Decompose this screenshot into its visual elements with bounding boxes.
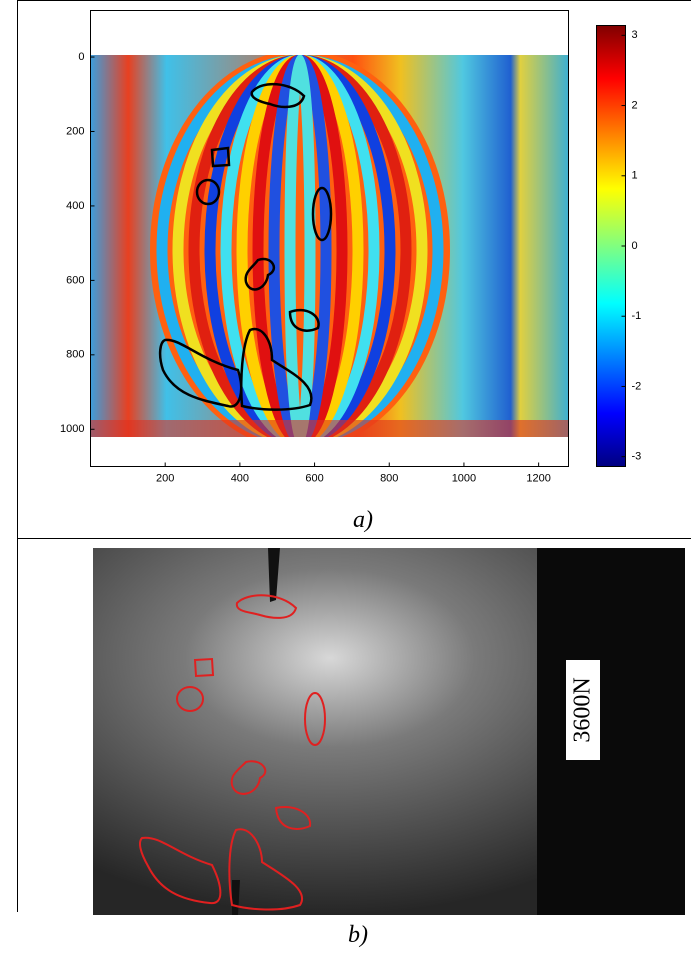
y-tick-label: 400 (66, 200, 84, 212)
colorbar-tick-label: 1 (632, 170, 638, 182)
colorbar-tick-label: 0 (632, 240, 638, 252)
y-tick-label: 600 (66, 274, 84, 286)
colorbar-tick-label: 2 (632, 99, 638, 111)
y-tick-label: 800 (66, 349, 84, 361)
x-tick-label: 800 (380, 472, 398, 484)
load-label: 3600N (566, 660, 600, 760)
x-tick-label: 200 (156, 472, 174, 484)
x-tick-label: 1000 (452, 472, 476, 484)
contours (139, 594, 326, 911)
photo-crack (232, 548, 280, 915)
caption: b) (348, 922, 368, 948)
load-text: 3600N (570, 677, 596, 742)
photo-dark (537, 548, 685, 915)
colorbar-tick-label: -2 (632, 380, 642, 392)
x-tick-label: 400 (231, 472, 249, 484)
y-tick-label: 1000 (60, 423, 84, 435)
caption: a) (353, 507, 373, 533)
phase-map (90, 55, 568, 437)
axes-box (90, 10, 569, 467)
colorbar (596, 25, 626, 467)
colorbar-tick-label: 3 (632, 29, 638, 41)
colorbar-tick-label: -1 (632, 310, 642, 322)
x-tick-label: 1200 (526, 472, 550, 484)
x-tick-label: 600 (305, 472, 323, 484)
y-tick-label: 0 (78, 51, 84, 63)
y-tick-label: 200 (66, 125, 84, 137)
colorbar-tick-label: -3 (632, 451, 642, 463)
